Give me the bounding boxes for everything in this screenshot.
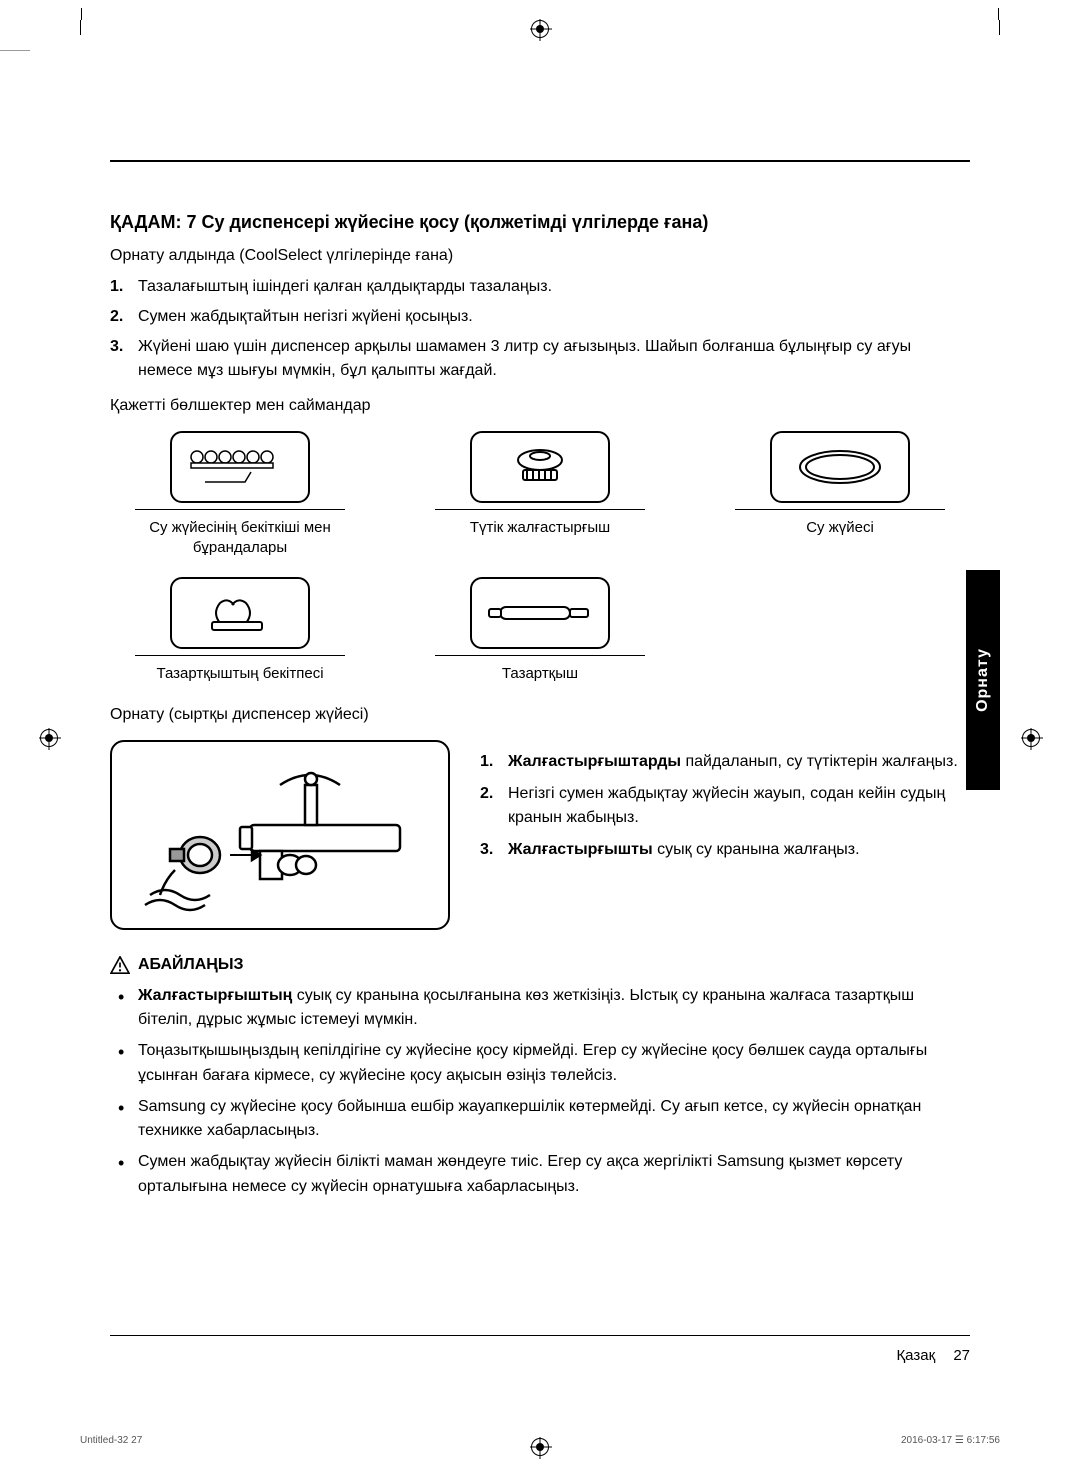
warning-icon	[110, 956, 130, 974]
list-item: Сумен жабдықтайтын негізгі жүйені қосыңы…	[110, 305, 970, 329]
pre-install-steps: Тазалағыштың ішіндегі қалған қалдықтарды…	[110, 275, 970, 383]
part-label: Су жүйесі	[710, 518, 970, 538]
waterline-icon	[770, 431, 910, 503]
part-clamps: Су жүйесінің бекіткіші мен бұрандалары	[110, 431, 370, 557]
part-label: Тазартқыш	[410, 664, 670, 684]
parts-intro: Қажетті бөлшектер мен саймандар	[110, 397, 970, 415]
parts-row-2: Тазартқыштың бекітпесі Тазартқыш	[110, 577, 970, 684]
registration-mark-bottom	[531, 1438, 549, 1456]
install-steps: Жалғастырғыштарды пайдаланып, су түтікте…	[480, 740, 970, 930]
part-filter: Тазартқыш	[410, 577, 670, 684]
parts-row-1: Су жүйесінің бекіткіші мен бұрандалары Т…	[110, 431, 970, 557]
crop-line-left	[0, 50, 30, 51]
list-item: Тоңазытқышыңыздың кепілдігіне су жүйесін…	[110, 1039, 970, 1089]
part-label: Тазартқыштың бекітпесі	[110, 664, 370, 684]
list-item: Жалғастырғышты суық су кранына жалғаңыз.	[480, 838, 970, 862]
footer-text: Қазақ 27	[896, 1347, 970, 1364]
part-label: Су жүйесінің бекіткіші мен бұрандалары	[110, 518, 370, 557]
install-heading: Орнату (сыртқы диспенсер жүйесі)	[110, 706, 970, 724]
filter-icon	[470, 577, 610, 649]
list-item: Жүйені шаю үшін диспенсер арқылы шамамен…	[110, 335, 970, 383]
list-item: Тазалағыштың ішіндегі қалған қалдықтарды…	[110, 275, 970, 299]
intro-text: Орнату алдында (CoolSelect үлгілерінде ғ…	[110, 247, 970, 265]
side-tab-label: Орнату	[974, 648, 992, 712]
page-content: ҚАДАМ: 7 Су диспенсері жүйесіне қосу (қо…	[110, 160, 970, 1296]
connector-icon	[470, 431, 610, 503]
clamps-icon	[170, 431, 310, 503]
part-connector: Түтік жалғастырғыш	[410, 431, 670, 557]
crop-mark-tr	[985, 20, 1000, 35]
meta-right: 2016-03-17 ☰ 6:17:56	[901, 1435, 1000, 1446]
footer-rule	[110, 1335, 970, 1336]
crop-mark-tl	[80, 20, 95, 35]
part-filter-clip: Тазартқыштың бекітпесі	[110, 577, 370, 684]
caution-heading: АБАЙЛАҢЫЗ	[110, 956, 970, 974]
install-row: Жалғастырғыштарды пайдаланып, су түтікте…	[110, 740, 970, 930]
caution-list: Жалғастырғыштың суық су кранына қосылған…	[110, 984, 970, 1200]
caution-label: АБАЙЛАҢЫЗ	[138, 956, 244, 974]
faucet-diagram	[110, 740, 450, 930]
list-item: Сумен жабдықтау жүйесін білікті маман жө…	[110, 1150, 970, 1200]
part-waterline: Су жүйесі	[710, 431, 970, 557]
list-item: Жалғастырғыштың суық су кранына қосылған…	[110, 984, 970, 1034]
registration-mark-top	[531, 20, 549, 38]
list-item: Жалғастырғыштарды пайдаланып, су түтікте…	[480, 750, 970, 774]
filter-clip-icon	[170, 577, 310, 649]
step-title: ҚАДАМ: 7 Су диспенсері жүйесіне қосу (қо…	[110, 212, 970, 233]
side-tab: Орнату	[966, 570, 1000, 790]
top-rule	[110, 160, 970, 162]
registration-mark-left	[40, 729, 58, 747]
meta-left: Untitled-32 27	[80, 1435, 142, 1446]
footer-page: 27	[953, 1347, 970, 1364]
footer-lang: Қазақ	[896, 1347, 935, 1364]
registration-mark-right	[1022, 729, 1040, 747]
list-item: Samsung су жүйесіне қосу бойынша ешбір ж…	[110, 1095, 970, 1145]
list-item: Негізгі сумен жабдықтау жүйесін жауып, с…	[480, 782, 970, 830]
part-label: Түтік жалғастырғыш	[410, 518, 670, 538]
